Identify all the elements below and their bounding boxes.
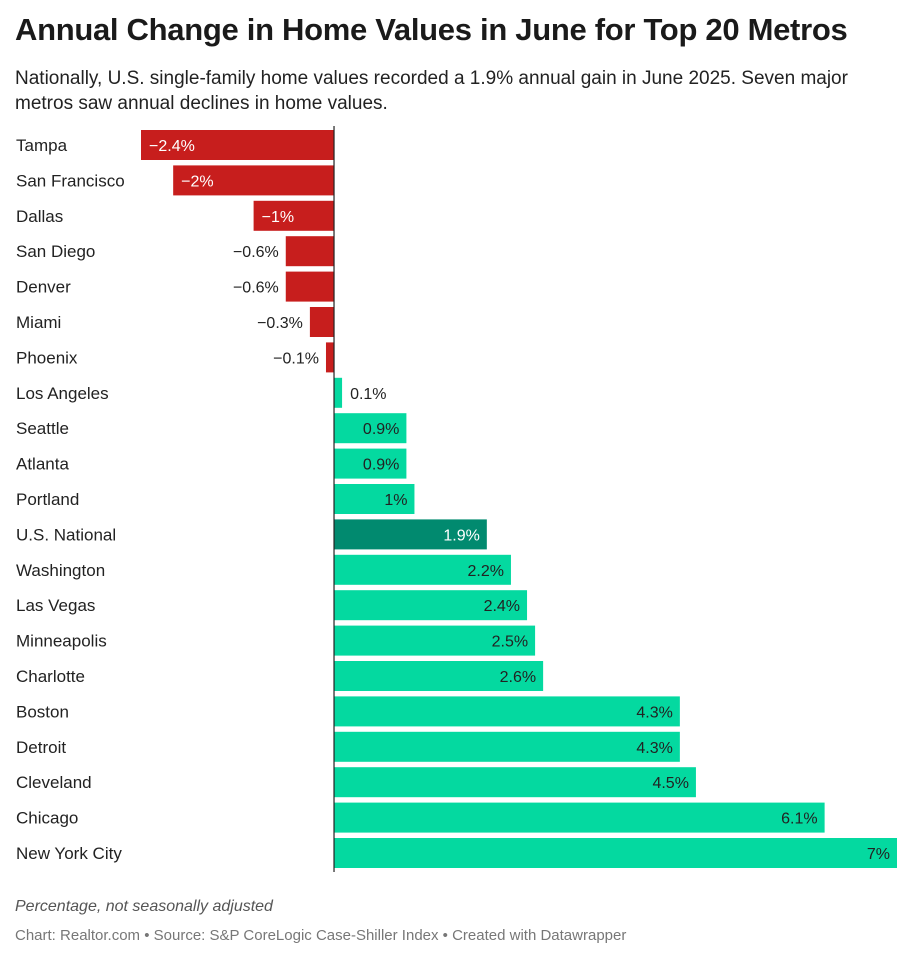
category-label-tampa: Tampa (16, 136, 68, 155)
category-label-minneapolis: Minneapolis (16, 632, 107, 651)
chart-subtitle: Nationally, U.S. single-family home valu… (15, 68, 848, 114)
bar-dallas (253, 200, 335, 231)
bar-miami (309, 307, 335, 337)
value-label-las-vegas: 2.4% (484, 598, 520, 615)
value-label-detroit: 4.3% (636, 740, 672, 757)
bar-u-s-national (334, 519, 487, 550)
category-label-portland: Portland (16, 490, 79, 509)
category-label-seattle: Seattle (16, 419, 69, 438)
value-label-san-francisco: −2% (181, 173, 213, 190)
category-label-chicago: Chicago (16, 809, 78, 828)
bar-boston (334, 696, 680, 727)
value-label-portland: 1% (384, 492, 407, 509)
chart-footer: Chart: Realtor.com • Source: S&P CoreLog… (15, 927, 627, 944)
bar-portland (334, 484, 415, 514)
value-label-miami: −0.3% (257, 315, 303, 332)
category-label-phoenix: Phoenix (16, 348, 78, 367)
value-label-los-angeles: 0.1% (350, 386, 386, 403)
bar-san-francisco (173, 165, 335, 196)
value-label-denver: −0.6% (233, 280, 279, 297)
value-label-seattle: 0.9% (363, 421, 399, 438)
bar-minneapolis (334, 625, 536, 656)
bar-washington (334, 554, 511, 585)
bar-new-york-city (334, 838, 898, 868)
category-label-detroit: Detroit (16, 738, 66, 757)
bar-denver (285, 271, 335, 302)
value-label-minneapolis: 2.5% (492, 634, 528, 651)
bar-phoenix (325, 342, 335, 373)
category-label-boston: Boston (16, 702, 69, 721)
bar-chicago (334, 802, 825, 833)
value-label-washington: 2.2% (467, 563, 503, 580)
bar-cleveland (334, 767, 696, 798)
category-label-miami: Miami (16, 313, 61, 332)
category-label-atlanta: Atlanta (16, 455, 69, 474)
value-label-atlanta: 0.9% (363, 457, 399, 474)
category-label-san-francisco: San Francisco (16, 171, 125, 190)
bar-san-diego (285, 236, 335, 267)
category-label-u-s-national: U.S. National (16, 525, 116, 544)
category-label-san-diego: San Diego (16, 242, 95, 261)
bar-seattle (334, 413, 407, 444)
bar-tampa (141, 130, 335, 160)
chart-notes: Percentage, not seasonally adjusted (15, 898, 273, 915)
value-label-charlotte: 2.6% (500, 669, 536, 686)
value-label-u-s-national: 1.9% (443, 527, 479, 544)
value-label-new-york-city: 7% (867, 846, 890, 863)
category-label-los-angeles: Los Angeles (16, 384, 109, 403)
category-label-denver: Denver (16, 278, 71, 297)
category-label-charlotte: Charlotte (16, 667, 85, 686)
bar-los-angeles (334, 377, 343, 408)
bar-charlotte (334, 661, 544, 691)
chart-title: Annual Change in Home Values in June for… (15, 12, 848, 47)
value-label-boston: 4.3% (636, 704, 672, 721)
category-label-dallas: Dallas (16, 207, 63, 226)
value-label-dallas: −1% (262, 209, 294, 226)
bar-atlanta (334, 448, 407, 479)
value-label-cleveland: 4.5% (652, 775, 688, 792)
value-label-phoenix: −0.1% (273, 350, 319, 367)
category-label-cleveland: Cleveland (16, 773, 92, 792)
value-label-tampa: −2.4% (149, 138, 195, 155)
category-label-new-york-city: New York City (16, 844, 122, 863)
value-label-chicago: 6.1% (781, 811, 817, 828)
value-label-san-diego: −0.6% (233, 244, 279, 261)
bar-detroit (334, 731, 680, 762)
category-label-las-vegas: Las Vegas (16, 596, 95, 615)
category-label-washington: Washington (16, 561, 105, 580)
bar-las-vegas (334, 590, 528, 621)
bar-chart: Tampa −2.4% San Francisco −2% Dallas −1% San D… (16, 126, 898, 872)
